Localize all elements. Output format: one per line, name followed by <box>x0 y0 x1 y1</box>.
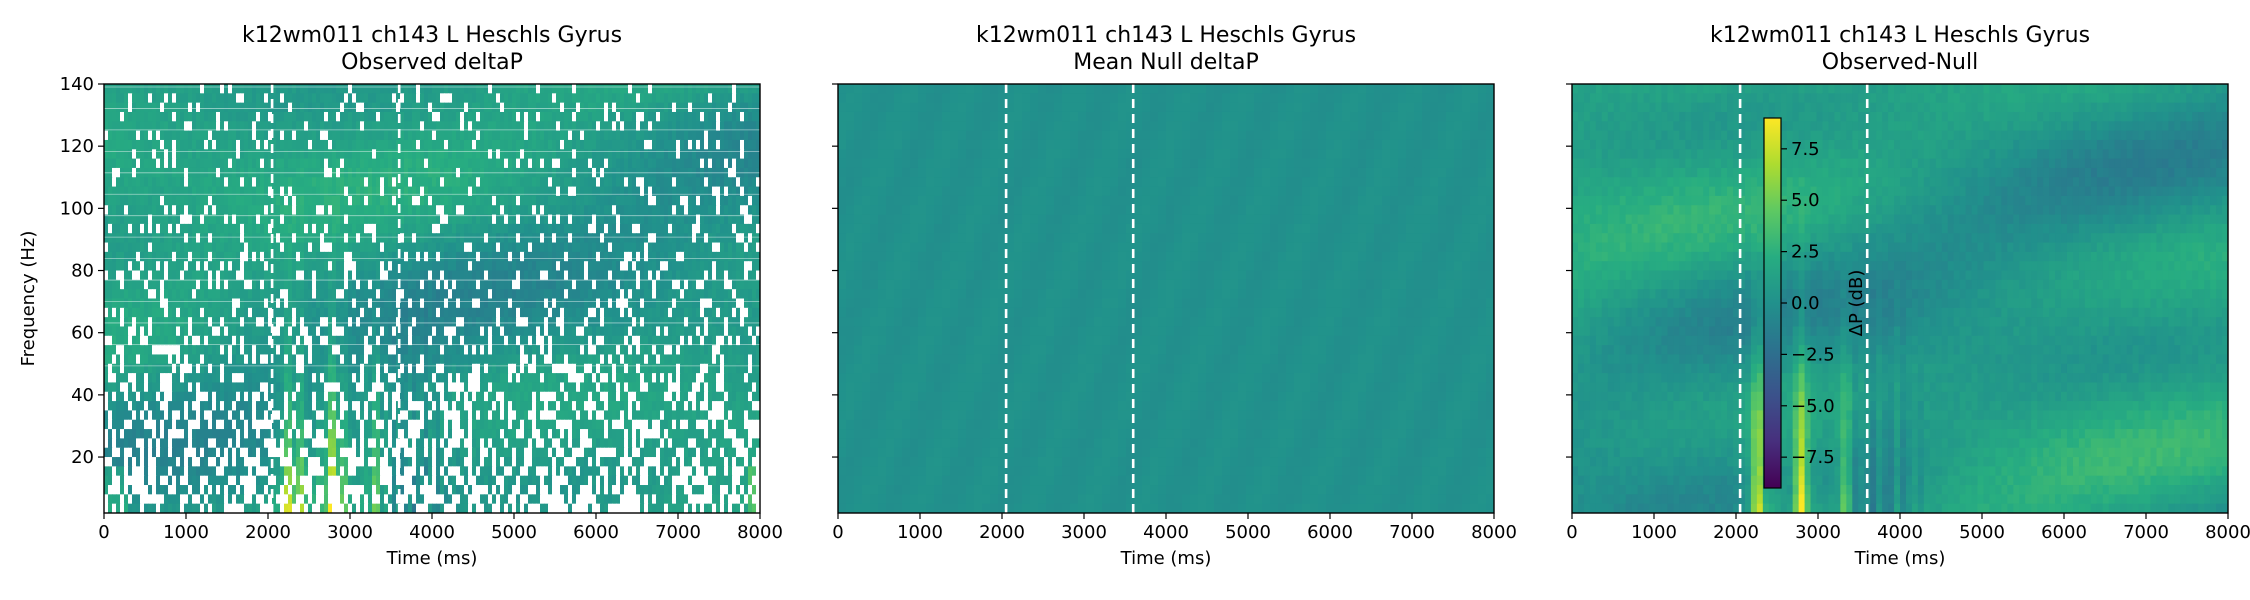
x-axis-label: Time (ms) <box>1854 548 1946 569</box>
x-tick-label: 6000 <box>573 522 619 543</box>
x-tick-label: 8000 <box>1471 522 1517 543</box>
x-axis-label: Time (ms) <box>1120 548 1212 569</box>
colorbar <box>1763 117 1782 489</box>
colorbar-tick-label: −2.5 <box>1791 344 1835 365</box>
x-tick-label: 3000 <box>1061 522 1107 543</box>
x-tick-label: 4000 <box>1143 522 1189 543</box>
x-tick-label: 3000 <box>327 522 373 543</box>
x-tick-label: 5000 <box>1959 522 2005 543</box>
y-tick-label: 20 <box>71 447 94 468</box>
y-axis-label: Frequency (Hz) <box>18 231 39 367</box>
colorbar-tick-label: −7.5 <box>1791 447 1835 468</box>
colorbar-tick-label: 0.0 <box>1791 293 1820 314</box>
x-tick-label: 2000 <box>1713 522 1759 543</box>
x-axis-label: Time (ms) <box>386 548 478 569</box>
heatmap-cells <box>838 84 1494 513</box>
y-tick-label: 60 <box>71 323 94 344</box>
x-tick-label: 1000 <box>1631 522 1677 543</box>
x-tick-label: 8000 <box>737 522 783 543</box>
x-tick-label: 1000 <box>163 522 209 543</box>
panel-title-line-2: Observed deltaP <box>341 50 523 75</box>
x-tick-label: 4000 <box>1877 522 1923 543</box>
heatmap-cells <box>104 84 760 513</box>
x-tick-label: 5000 <box>491 522 537 543</box>
x-tick-label: 4000 <box>409 522 455 543</box>
panel-title-line-1: k12wm011 ch143 L Heschls Gyrus <box>242 23 622 48</box>
colorbar-tick-label: 5.0 <box>1791 190 1820 211</box>
y-tick-label: 120 <box>60 136 94 157</box>
heatmap-cells <box>1572 84 2228 513</box>
x-tick-label: 3000 <box>1795 522 1841 543</box>
x-tick-label: 2000 <box>979 522 1025 543</box>
x-tick-label: 6000 <box>2041 522 2087 543</box>
y-tick-label: 140 <box>60 74 94 95</box>
panel-title-line-1: k12wm011 ch143 L Heschls Gyrus <box>1710 23 2090 48</box>
panel-title-line-1: k12wm011 ch143 L Heschls Gyrus <box>976 23 1356 48</box>
y-tick-label: 100 <box>60 198 94 219</box>
colorbar-tick-label: 2.5 <box>1791 242 1820 263</box>
panel-title-line-2: Mean Null deltaP <box>1073 50 1259 75</box>
panel-title-line-2: Observed-Null <box>1822 50 1978 75</box>
colorbar-tick-label: 7.5 <box>1791 139 1820 160</box>
colorbar-label: ΔP (dB) <box>1846 270 1867 337</box>
x-tick-label: 2000 <box>245 522 291 543</box>
x-tick-label: 1000 <box>897 522 943 543</box>
colorbar-tick-label: −5.0 <box>1791 396 1835 417</box>
x-tick-label: 8000 <box>2205 522 2250 543</box>
x-tick-label: 7000 <box>2123 522 2169 543</box>
y-tick-label: 40 <box>71 385 94 406</box>
x-tick-label: 7000 <box>1389 522 1435 543</box>
x-tick-label: 7000 <box>655 522 701 543</box>
x-tick-label: 0 <box>98 522 109 543</box>
y-tick-label: 80 <box>71 261 94 282</box>
x-tick-label: 0 <box>832 522 843 543</box>
x-tick-label: 6000 <box>1307 522 1353 543</box>
x-tick-label: 0 <box>1566 522 1577 543</box>
x-tick-label: 5000 <box>1225 522 1271 543</box>
